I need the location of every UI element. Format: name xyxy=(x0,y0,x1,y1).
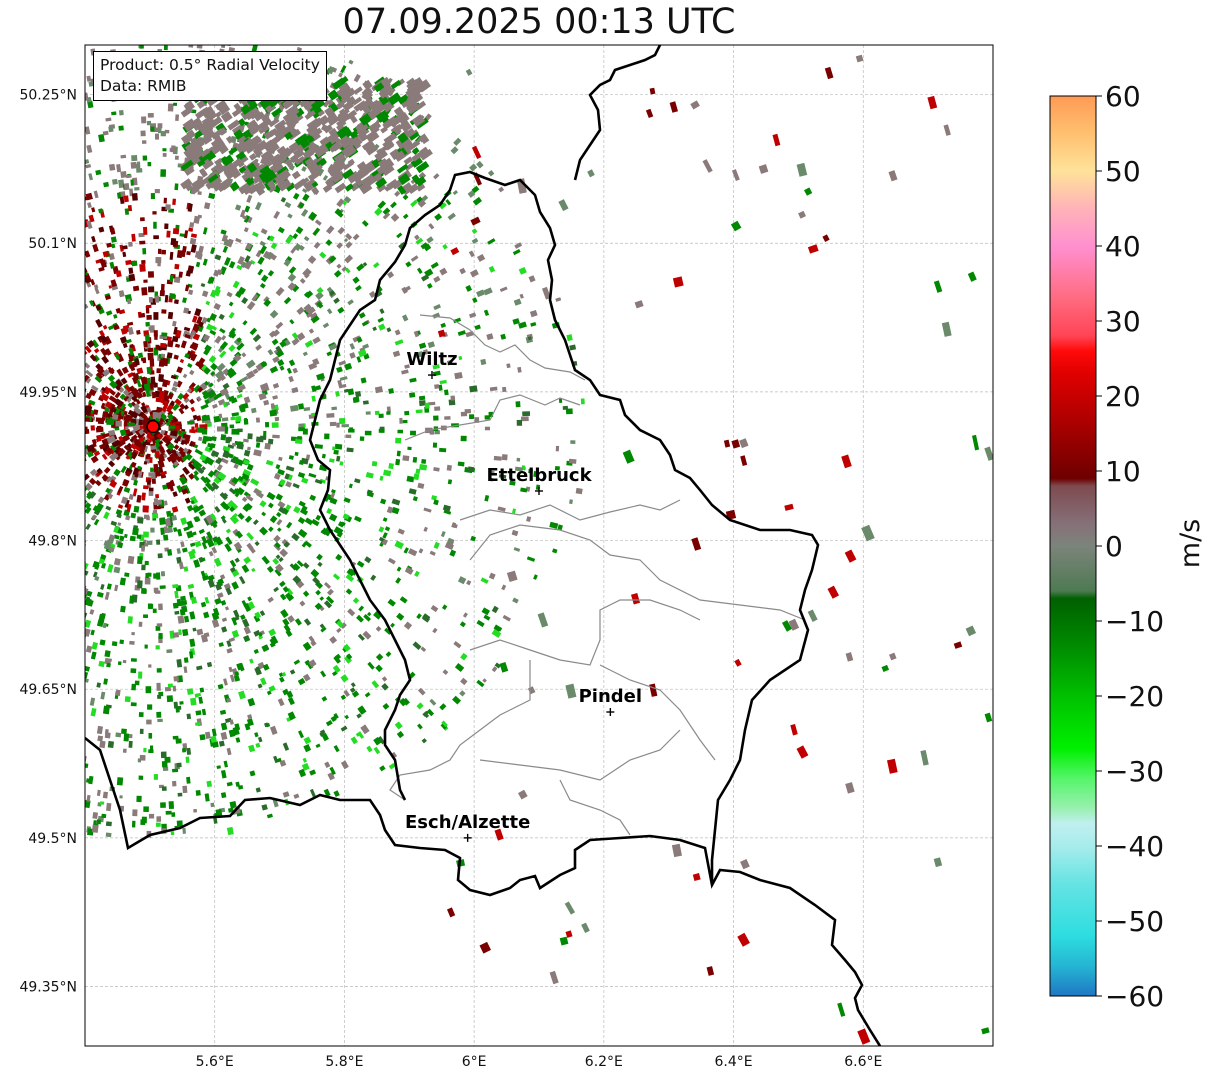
colorbar-gradient xyxy=(1049,95,1097,997)
colorbar-tick-label: −10 xyxy=(1105,605,1164,638)
map-frame xyxy=(84,44,994,1047)
city-label: Wiltz xyxy=(406,349,457,370)
city-wiltz[interactable]: Wiltz xyxy=(406,349,458,380)
lat-tick-label: 50.25°N xyxy=(19,88,77,104)
data-source-label: Data: RMIB xyxy=(100,77,187,95)
colorbar: 60 50 40 30 20 10 0 −10 −20 −30 −40 −50 −60 xyxy=(1049,80,1164,1013)
colorbar-unit-label: m/s xyxy=(1175,518,1207,569)
canton-boundaries xyxy=(389,314,806,836)
lat-tick-label: 49.35°N xyxy=(19,980,77,996)
lon-tick-label: 6.6°E xyxy=(844,1054,882,1070)
borders xyxy=(85,45,882,1046)
colorbar-tick-label: 20 xyxy=(1105,380,1141,413)
colorbar-tick-label: −30 xyxy=(1105,755,1164,788)
colorbar-tick-label: 10 xyxy=(1105,455,1141,488)
colorbar-tick-label: 30 xyxy=(1105,305,1141,338)
product-label: Product: 0.5° Radial Velocity xyxy=(100,56,320,74)
colorbar-tick-label: 40 xyxy=(1105,230,1141,263)
longitude-axis: 5.6°E 5.8°E 6°E 6.2°E 6.4°E 6.6°E xyxy=(196,1054,883,1070)
colorbar-tick-label: −60 xyxy=(1105,980,1164,1013)
city-esch-alzette[interactable]: Esch/Alzette xyxy=(405,812,530,842)
lat-tick-label: 49.95°N xyxy=(19,385,77,401)
lat-tick-label: 49.65°N xyxy=(19,682,77,698)
lon-tick-label: 6.4°E xyxy=(715,1054,753,1070)
info-box: Product: 0.5° Radial Velocity Data: RMIB xyxy=(93,51,327,101)
lat-tick-label: 50.1°N xyxy=(28,236,77,252)
lon-tick-label: 6.2°E xyxy=(585,1054,623,1070)
colorbar-tick-label: 0 xyxy=(1105,530,1123,563)
chart-title: 07.09.2025 00:13 UTC xyxy=(342,2,736,42)
lat-tick-label: 49.8°N xyxy=(28,534,77,550)
lon-tick-label: 6°E xyxy=(462,1054,487,1070)
city-label: Esch/Alzette xyxy=(405,812,530,833)
colorbar-tick-label: −50 xyxy=(1105,905,1164,938)
colorbar-tick-label: 50 xyxy=(1105,155,1141,188)
grid-lines xyxy=(85,45,993,1046)
city-label: Pindel xyxy=(579,686,642,707)
latitude-axis: 50.25°N 50.1°N 49.95°N 49.8°N 49.65°N 49.5°N 4… xyxy=(19,88,77,996)
lat-tick-label: 49.5°N xyxy=(28,831,77,847)
velocity-echoes xyxy=(85,45,993,1045)
national-border xyxy=(85,45,882,1046)
city-label: Ettelbruck xyxy=(486,465,592,486)
city-pindel[interactable]: Pindel xyxy=(579,686,642,717)
city-markers: Wiltz Ettelbruck Pindel Esch/Alzette xyxy=(405,349,642,842)
lon-tick-label: 5.8°E xyxy=(325,1054,363,1070)
colorbar-tick-label: −40 xyxy=(1105,830,1164,863)
lon-tick-label: 5.6°E xyxy=(196,1054,234,1070)
radar-site-marker[interactable] xyxy=(146,419,160,434)
city-ettelbruck[interactable]: Ettelbruck xyxy=(486,465,593,495)
colorbar-tick-label: −20 xyxy=(1105,680,1164,713)
colorbar-tick-label: 60 xyxy=(1105,80,1141,113)
